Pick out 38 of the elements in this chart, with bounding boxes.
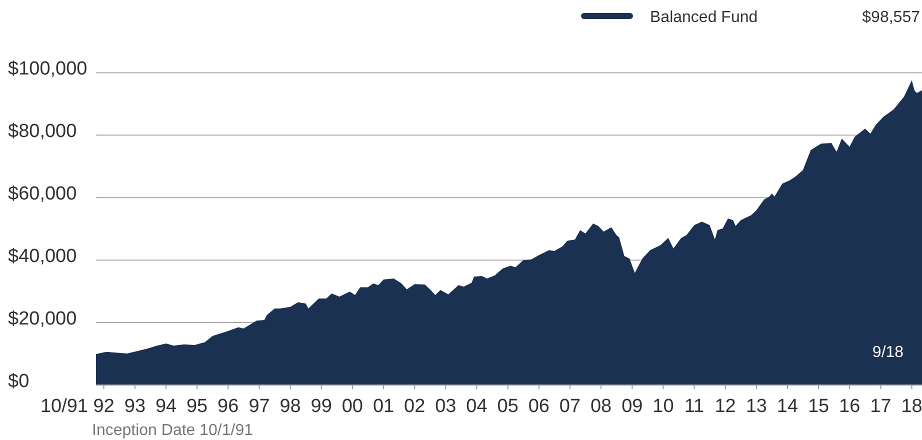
x-tick-label: 99	[310, 396, 332, 417]
x-tick-label: 03	[435, 396, 456, 417]
x-tick-label: 18	[901, 396, 922, 417]
text: Inception Date 10/1/91	[92, 422, 254, 439]
x-tick-label: 02	[404, 396, 426, 417]
y-tick-label: $40,000	[8, 246, 77, 267]
y-tick-label: $20,000	[8, 308, 77, 330]
x-tick-label: 09	[622, 396, 643, 417]
legend-label: Balanced Fund	[650, 9, 758, 26]
text: $98,557	[862, 9, 920, 26]
x-tick-label: 94	[155, 396, 178, 417]
x-tick-label: 97	[248, 396, 270, 417]
annotation: 9/18	[872, 344, 904, 361]
y-tick-label: $0	[8, 370, 30, 392]
x-tick-label: 00	[342, 396, 363, 417]
x-tick-label: 01	[372, 396, 394, 417]
x-tick-label: 11	[684, 396, 704, 417]
x-tick-label: 06	[528, 396, 550, 417]
x-tick-label: 92	[93, 396, 114, 417]
x-tick-label: 04	[466, 396, 488, 417]
x-tick-label: 12	[714, 396, 736, 417]
x-tick-label: 13	[746, 396, 768, 417]
text: 10/91	[40, 396, 88, 417]
x-tick-label: 14	[776, 396, 798, 417]
x-tick-label: 08	[590, 396, 612, 417]
x-tick-label: 16	[839, 396, 860, 417]
x-tick-label: 98	[280, 396, 301, 417]
x-tick-label: 05	[497, 396, 518, 417]
x-tick-label: 96	[218, 396, 239, 417]
y-tick-label: $100,000	[8, 58, 88, 80]
y-tick-label: $80,000	[8, 121, 77, 142]
x-tick-label: 93	[124, 396, 146, 417]
x-tick-label: 15	[808, 396, 830, 417]
x-tick-label: 07	[559, 396, 581, 417]
y-tick-label: $60,000	[8, 184, 77, 205]
x-tick-label: 10	[652, 396, 674, 417]
x-tick-label: 95	[186, 396, 208, 417]
x-tick-label: 17	[870, 396, 892, 417]
